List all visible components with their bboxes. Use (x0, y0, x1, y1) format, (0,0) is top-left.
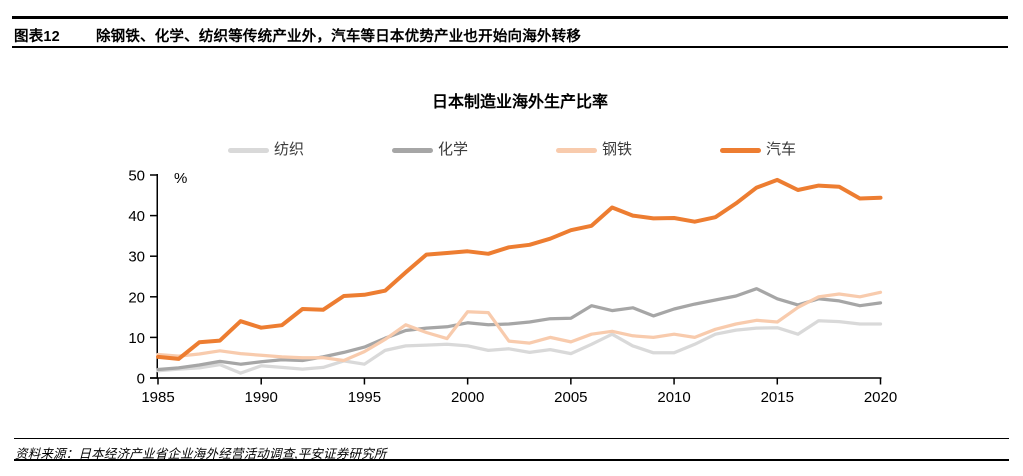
source-note: 资料来源：日本经济产业省企业海外经营活动调查,平安证券研究所 (15, 447, 387, 461)
y-tick-label: 30 (128, 249, 145, 266)
header-top-rule (12, 16, 1008, 19)
y-tick-label: 0 (137, 371, 145, 388)
y-tick-label: 50 (128, 168, 145, 185)
automobile-line-swatch (719, 147, 761, 153)
series-line-汽车 (156, 177, 883, 361)
chart-title: 日本制造业海外生产比率 (431, 94, 608, 111)
legend-item-steel: 钢铁 (555, 141, 632, 159)
y-tick-label: 20 (128, 289, 145, 306)
series-line-化学 (156, 287, 883, 372)
x-tick-label: 2005 (554, 389, 587, 406)
footer-bottom-rule (14, 459, 1009, 462)
legend-label: 汽车 (765, 141, 796, 158)
header-bottom-rule (12, 46, 1008, 48)
figure-header: 图表12 除钢铁、化学、纺织等传统产业外，汽车等日本优势产业也开始向海外转移 (14, 25, 1008, 46)
x-tick-label: 1985 (141, 389, 174, 406)
chart-legend: 纺织 化学 钢铁 汽车 (228, 141, 796, 159)
x-tick-label: 1990 (245, 389, 278, 406)
x-tick-label: 2015 (761, 389, 794, 406)
y-tick-label: 40 (128, 208, 145, 225)
series-line-纺织 (156, 319, 883, 375)
y-tick-label: 10 (128, 330, 145, 347)
footer-top-rule (14, 438, 1009, 439)
x-tick-label: 1995 (348, 389, 381, 406)
textile-line-swatch (228, 147, 269, 153)
legend-item-chemical: 化学 (391, 141, 468, 159)
chemical-line-swatch (391, 147, 433, 153)
series-line-钢铁 (156, 290, 883, 363)
legend-label: 化学 (437, 141, 468, 158)
legend-label: 纺织 (274, 141, 305, 158)
x-tick-label: 2020 (864, 389, 897, 406)
x-tick-label: 2000 (451, 389, 484, 406)
y-axis-unit-label: % (174, 170, 187, 187)
figure-number: 图表12 (14, 29, 60, 45)
legend-item-automobile: 汽车 (719, 141, 796, 159)
x-tick-label: 2010 (657, 389, 690, 406)
legend-item-textile: 纺织 (228, 141, 304, 159)
legend-label: 钢铁 (601, 141, 632, 158)
figure-title: 除钢铁、化学、纺织等传统产业外，汽车等日本优势产业也开始向海外转移 (95, 29, 582, 45)
steel-line-swatch (555, 147, 597, 153)
